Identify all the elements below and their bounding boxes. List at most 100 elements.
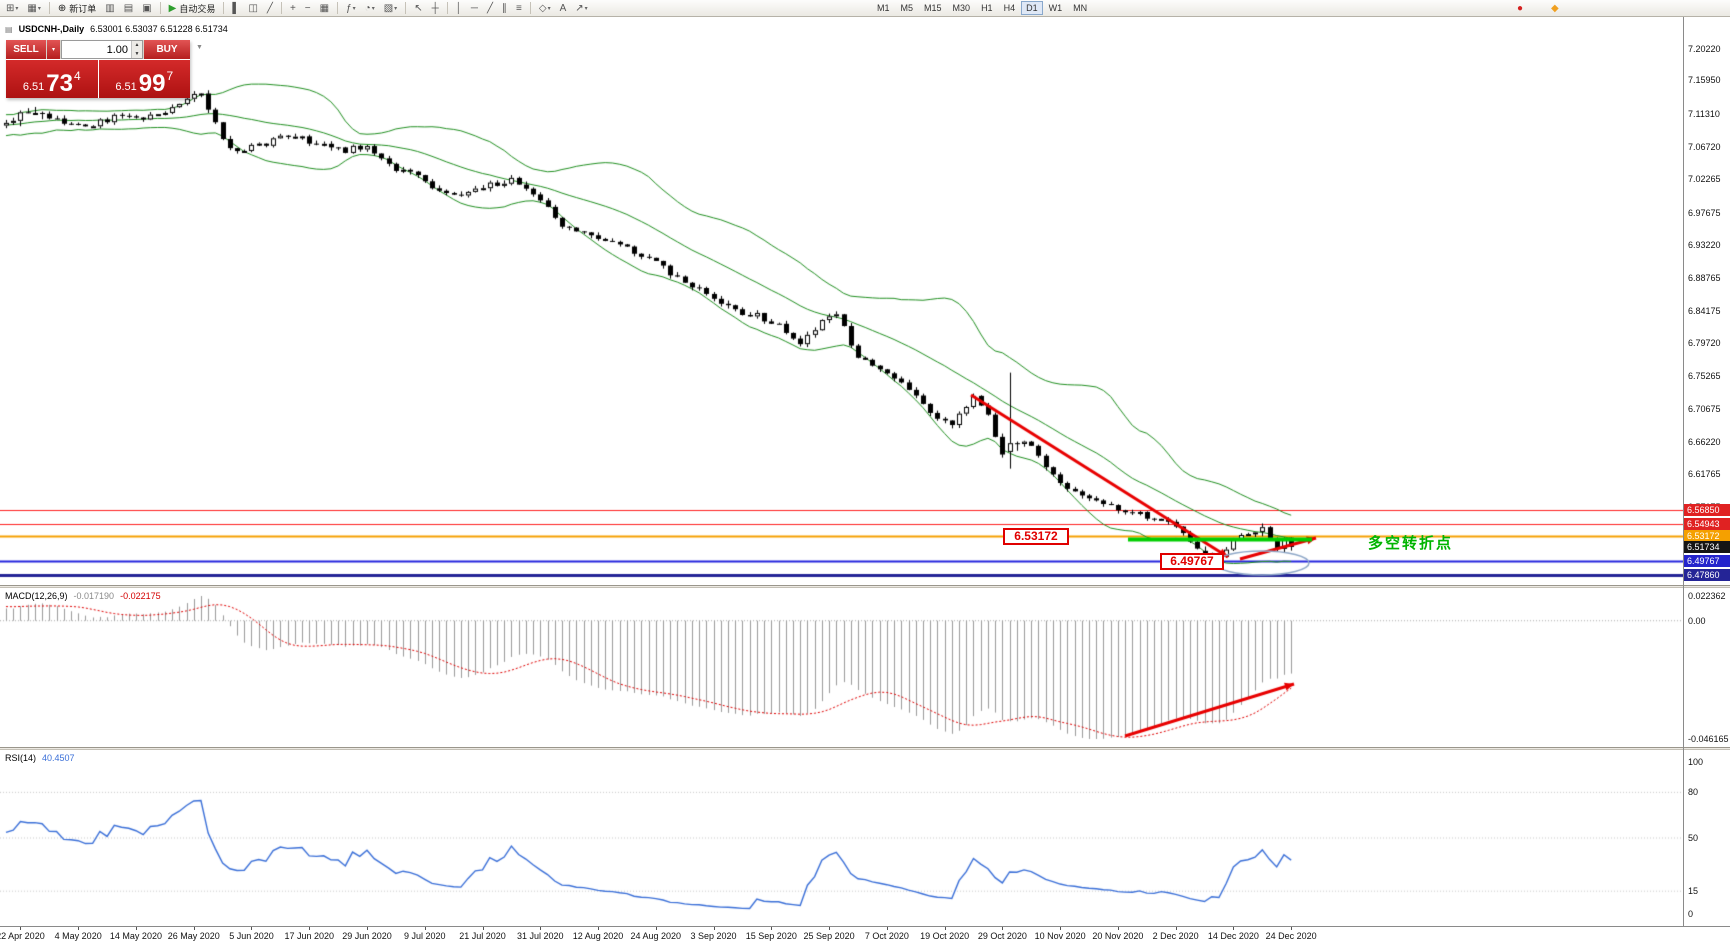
macd-axis-min: -0.046165	[1688, 734, 1729, 744]
chart-ohlc-values: 6.53001 6.53037 6.51228 6.51734	[90, 24, 228, 34]
autotrade-button[interactable]: ▶ 自动交易	[168, 2, 216, 14]
time-axis-tick	[367, 927, 368, 930]
time-axis-tick	[135, 927, 137, 930]
timeframe-M1[interactable]: M1	[877, 3, 890, 13]
zoom-out-icon[interactable]: −	[304, 2, 311, 14]
price-axis-label: 7.06720	[1688, 142, 1721, 153]
toolbar-separator	[280, 2, 282, 14]
templates-icon[interactable]: ▧ ▾	[383, 2, 398, 14]
time-axis-tick	[829, 927, 831, 930]
turning-point-annotation[interactable]: 多空转折点	[1368, 535, 1454, 552]
time-axis-label: 29 Oct 2020	[977, 931, 1027, 941]
search-icon[interactable]: ◆	[1551, 3, 1559, 14]
macd-panel-canvas[interactable]	[0, 588, 1684, 747]
time-axis-label: 17 Jun 2020	[284, 931, 334, 941]
timeframe-M30[interactable]: M30	[952, 3, 971, 13]
price-axis[interactable]: 7.20220 7.15950 7.11310 7.06720 7.02265 6.976…	[1684, 0, 1730, 944]
shapes-icon[interactable]: ◇ ▾	[538, 2, 551, 14]
volume-steppers: ▲ ▼	[131, 41, 142, 58]
buy-price-sup: 7	[166, 69, 174, 83]
time-axis-tick	[1002, 927, 1004, 930]
timeframe-M15[interactable]: M15	[924, 3, 942, 13]
bar-chart-icon[interactable]: ▌	[232, 2, 240, 14]
toolbar-separator	[223, 2, 225, 14]
data-window-icon[interactable]: ▤	[123, 2, 134, 14]
time-axis-label: 24 Dec 2020	[1265, 931, 1317, 941]
rsi-value: 40.4507	[42, 753, 75, 763]
indicators-icon[interactable]: ƒ ▾	[346, 2, 356, 14]
time-axis-label: 5 Jun 2020	[229, 931, 274, 941]
sell-button[interactable]: SELL	[6, 40, 46, 59]
time-axis-label: 26 May 2020	[167, 931, 220, 941]
time-axis-label: 14 Dec 2020	[1207, 931, 1259, 941]
line-chart-icon[interactable]: ╱	[266, 2, 273, 14]
timeframe-MN[interactable]: MN	[1073, 3, 1088, 13]
price-axis-label: 6.88765	[1688, 272, 1721, 283]
buy-price-button[interactable]: 6.51 99 7	[98, 60, 190, 98]
text-icon[interactable]: A	[559, 2, 567, 14]
new-order-button[interactable]: ⊕ 新订单	[57, 2, 97, 14]
time-axis[interactable]: 22 Apr 2020 4 May 2020 14 May 2020 26 May 2…	[0, 926, 1730, 944]
toolbar: ⊞ ▾ ▦ ▾ ⊕ 新订单 ▥ ▤ ▣ ▶ 自动交易 ▌ ◫ ╱ + − ▦ ƒ ▾ ◔ ▾ ▧ ▾ ↖ ┼ │ ─ ╱ ∥ ≡ ◇ ▾ A ↗ ▾…	[0, 0, 1730, 17]
rsi-panel-canvas[interactable]	[0, 750, 1684, 926]
price-axis-marker-red: 6.56850	[1684, 503, 1730, 516]
support-price-callout-2[interactable]: 6.49767	[1160, 553, 1224, 570]
chart-profiles-icon[interactable]: ▦ ▾	[27, 2, 41, 14]
volume-increase-button[interactable]: ▲	[132, 41, 142, 50]
time-axis-label: 14 May 2020	[109, 931, 162, 941]
time-axis-label: 7 Oct 2020	[864, 931, 909, 941]
time-axis-tick	[251, 927, 253, 930]
time-axis-tick	[78, 927, 80, 930]
periods-icon[interactable]: ◔ ▾	[364, 2, 375, 14]
price-axis-marker-orange: 6.53172	[1684, 530, 1730, 543]
buy-price-small: 6.51	[115, 81, 137, 93]
channel-icon[interactable]: ∥	[502, 2, 508, 14]
timeframe-D1[interactable]: D1	[1021, 1, 1043, 15]
arrows-icon[interactable]: ↗ ▾	[575, 2, 588, 14]
cursor-icon[interactable]: ↖	[414, 2, 423, 14]
main-chart-canvas[interactable]	[0, 17, 1684, 585]
trendline-icon[interactable]: ╱	[487, 2, 494, 14]
time-axis-tick	[20, 927, 22, 930]
crosshair-icon[interactable]: ┼	[431, 2, 439, 14]
rsi-axis-15: 15	[1688, 886, 1699, 897]
panel-separator[interactable]	[0, 585, 1730, 588]
price-axis-marker-current: 6.51734	[1684, 540, 1730, 553]
trading-panel-prices: 6.51 73 4 6.51 99 7	[6, 60, 190, 98]
sell-price-button[interactable]: 6.51 73 4	[6, 60, 98, 98]
volume-decrease-button[interactable]: ▼	[132, 49, 142, 58]
market-watch-icon[interactable]: ▥	[105, 2, 115, 14]
price-axis-marker-red: 6.54943	[1684, 517, 1730, 530]
mql5-community-icon[interactable]: ●	[1517, 3, 1524, 14]
zoom-in-icon[interactable]: +	[289, 2, 296, 14]
timeframe-W1[interactable]: W1	[1048, 3, 1063, 13]
price-axis-label: 6.70675	[1688, 404, 1721, 415]
one-click-collapse-button[interactable]: ▼	[196, 44, 203, 51]
panel-separator[interactable]	[0, 747, 1730, 750]
toolbar-separator	[405, 2, 407, 14]
candlestick-icon[interactable]: ◫	[248, 2, 258, 14]
rsi-axis-50: 50	[1688, 833, 1699, 843]
time-axis-tick	[1175, 927, 1177, 930]
volume-input[interactable]	[62, 41, 131, 58]
tile-windows-icon[interactable]: ▦	[319, 2, 330, 14]
sell-options-caret-icon[interactable]: ▾	[47, 40, 60, 59]
vertical-line-icon[interactable]: │	[455, 2, 462, 14]
terminal-icon[interactable]: ▣	[142, 2, 152, 14]
time-axis-label: 15 Sep 2020	[745, 931, 797, 941]
macd-axis-zero: 0.00	[1688, 615, 1706, 626]
horizontal-line-icon[interactable]: ─	[470, 2, 479, 14]
chart-symbol-period: USDCNH-,Daily	[18, 24, 85, 34]
fibonacci-icon[interactable]: ≡	[516, 2, 522, 14]
timeframe-H1[interactable]: H1	[981, 3, 993, 13]
support-price-callout-1[interactable]: 6.53172	[1003, 528, 1069, 545]
sell-price-sup: 4	[73, 69, 81, 83]
new-chart-icon[interactable]: ⊞ ▾	[6, 2, 19, 14]
timeframe-H4[interactable]: H4	[1003, 3, 1016, 13]
timeframe-M5[interactable]: M5	[900, 3, 914, 13]
buy-button[interactable]: BUY	[144, 40, 190, 59]
time-axis-label: 29 Jun 2020	[342, 931, 392, 941]
time-axis-tick	[540, 927, 542, 930]
trading-panel-controls: SELL ▾ ▲ ▼ BUY	[6, 40, 190, 59]
price-axis-label: 6.61765	[1688, 468, 1721, 479]
